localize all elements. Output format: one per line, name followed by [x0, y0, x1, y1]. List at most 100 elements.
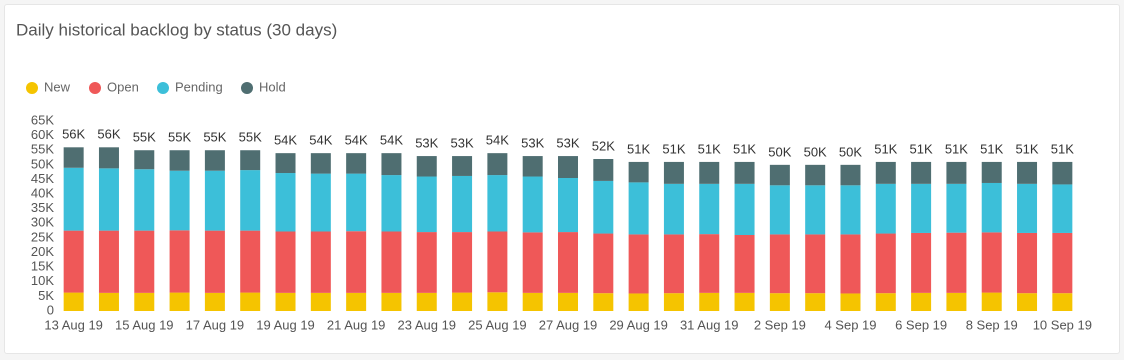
bar-segment [663, 161, 684, 184]
bar-segment [699, 292, 720, 311]
bar-segment [63, 147, 84, 168]
bar-segment [840, 234, 861, 294]
bar-segment [487, 231, 508, 293]
total-label: 51K [1015, 141, 1038, 156]
x-tick-label: 10 Sep 19 [1033, 317, 1092, 332]
bar-segment [769, 234, 790, 294]
bar-segment [98, 168, 119, 231]
bar-segment [875, 233, 896, 294]
bar-segment [98, 230, 119, 293]
x-tick-label: 6 Sep 19 [895, 317, 947, 332]
bar-segment [452, 175, 473, 233]
x-tick-label: 23 Aug 19 [397, 317, 456, 332]
bar-segment [663, 293, 684, 311]
bar-segment [63, 230, 84, 293]
total-label: 56K [62, 127, 85, 142]
bar-segment [734, 235, 755, 293]
bar-segment [628, 234, 649, 294]
total-label: 51K [874, 141, 897, 156]
bar-segment [310, 292, 331, 311]
bar-segment [1052, 232, 1073, 294]
bar-segment [522, 176, 543, 233]
bar-segment [946, 183, 967, 233]
total-label: 55K [133, 130, 156, 145]
y-tick-label: 65K [31, 112, 54, 127]
total-label: 50K [768, 144, 791, 159]
bar-segment [875, 183, 896, 234]
bar-segment [840, 164, 861, 186]
bar-segment [558, 156, 578, 178]
bar-segment [628, 161, 649, 183]
legend-swatch [241, 82, 253, 94]
total-label: 51K [627, 141, 650, 156]
bar-segment [911, 232, 932, 293]
bar-segment [346, 292, 367, 311]
bar-segment [346, 231, 367, 293]
bar-segment [275, 153, 296, 174]
x-tick-label: 4 Sep 19 [824, 317, 876, 332]
total-label: 54K [274, 133, 297, 148]
x-tick-label: 15 Aug 19 [115, 317, 174, 332]
bar-segment [169, 230, 190, 293]
bar-segment [593, 233, 614, 294]
total-label: 51K [698, 141, 721, 156]
y-tick-label: 45K [31, 171, 54, 186]
bar-segment [699, 183, 720, 235]
y-tick-label: 30K [31, 215, 54, 230]
bar-segment [240, 170, 261, 231]
bar-segment [275, 292, 296, 311]
y-tick-label: 0 [47, 302, 54, 317]
total-label: 52K [592, 138, 615, 153]
bar-segment [346, 173, 367, 232]
total-label: 51K [1051, 141, 1074, 156]
y-tick-label: 20K [31, 244, 54, 259]
total-label: 50K [839, 144, 862, 159]
bar-segment [840, 293, 861, 311]
bar-segment [1017, 232, 1038, 294]
total-label: 50K [804, 144, 827, 159]
bar-segment [240, 292, 261, 311]
total-label: 55K [239, 130, 262, 145]
bar-segment [310, 173, 331, 232]
bar-segment [63, 167, 84, 231]
total-label: 54K [486, 133, 509, 148]
x-tick-label: 29 Aug 19 [609, 317, 668, 332]
bar-segment [487, 292, 508, 311]
bar-segment [699, 161, 720, 184]
bar-segment [946, 232, 967, 293]
total-label: 53K [415, 136, 438, 151]
bar-segment [981, 232, 1002, 293]
bar-segment [134, 150, 155, 170]
y-tick-label: 35K [31, 200, 54, 215]
bar-segment [487, 153, 508, 176]
total-label: 51K [910, 141, 933, 156]
bar-segment [981, 161, 1002, 183]
y-tick-label: 60K [31, 127, 54, 142]
bar-segment [840, 185, 861, 235]
total-label: 51K [945, 141, 968, 156]
bar-segment [487, 175, 508, 232]
bar-segment [593, 180, 614, 234]
bar-segment [628, 182, 649, 235]
legend-label: Hold [259, 79, 286, 94]
chart-title: Daily historical backlog by status (30 d… [16, 20, 337, 39]
bar-segment [558, 178, 578, 233]
y-tick-label: 25K [31, 229, 54, 244]
bar-segment [310, 153, 331, 174]
bar-segment [416, 156, 437, 177]
bar-segment [769, 164, 790, 186]
legend-swatch [89, 82, 101, 94]
bar-segment [734, 161, 755, 184]
total-label: 53K [556, 136, 579, 151]
x-tick-label: 8 Sep 19 [966, 317, 1018, 332]
bar-segment [204, 292, 225, 311]
bar-segment [169, 170, 190, 231]
y-tick-label: 55K [31, 142, 54, 157]
y-tick-label: 5K [38, 288, 54, 303]
bar-segment [452, 292, 473, 311]
bar-segment [381, 175, 402, 232]
total-label: 54K [345, 133, 368, 148]
bar-segment [911, 292, 932, 311]
bar-segment [416, 176, 437, 233]
